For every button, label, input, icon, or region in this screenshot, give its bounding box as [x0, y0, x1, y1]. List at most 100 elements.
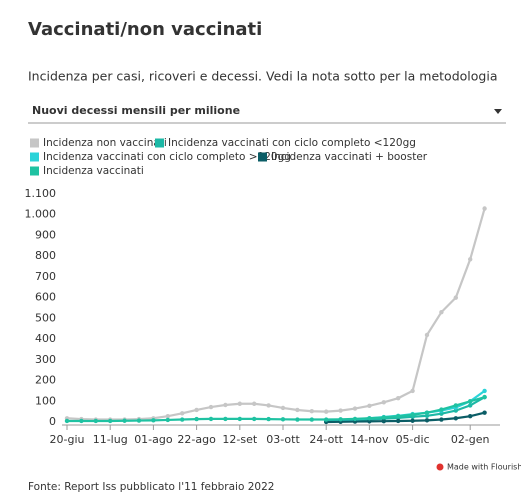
data-point [309, 417, 314, 422]
y-tick-label: 500 [35, 311, 56, 324]
data-point [453, 403, 458, 408]
data-point [396, 395, 401, 401]
legend-label: Incidenza vaccinati con ciclo completo >… [43, 151, 291, 163]
data-point [93, 418, 99, 424]
data-point [295, 417, 300, 422]
data-point [64, 418, 70, 424]
y-tick-label: 800 [35, 249, 56, 262]
y-tick-label: 400 [35, 332, 56, 345]
data-point [453, 295, 458, 300]
y-tick-label: 200 [35, 374, 56, 387]
data-point [410, 412, 415, 417]
y-tick-label: 600 [35, 291, 56, 304]
credit[interactable]: Made with Flourish [447, 463, 521, 472]
data-point [151, 418, 156, 423]
data-point [424, 332, 430, 338]
data-point [482, 410, 487, 415]
data-point [381, 400, 386, 405]
dropdown-arrow[interactable] [494, 109, 502, 114]
data-point [280, 405, 286, 411]
x-tick-label: 02-gen [451, 433, 490, 446]
data-point [266, 416, 271, 422]
data-point [381, 418, 386, 424]
x-tick-label: 22-ago [177, 433, 216, 446]
data-point [468, 403, 473, 408]
data-point [367, 419, 372, 424]
data-point [165, 413, 170, 419]
data-point [424, 410, 430, 415]
data-point [439, 411, 444, 416]
dropdown[interactable]: Nuovi decessi mensili per milione [28, 100, 506, 124]
data-point [324, 417, 329, 422]
data-point [482, 206, 487, 211]
legend-swatch [30, 166, 39, 176]
data-point [237, 401, 242, 406]
y-tick-label: 700 [35, 270, 56, 283]
data-point [381, 415, 386, 420]
x-tick-label: 12-set [222, 433, 257, 446]
y-tick-label: 900 [35, 228, 56, 241]
dropdown-box[interactable] [28, 100, 506, 123]
data-point [223, 402, 228, 408]
data-point [439, 309, 444, 315]
x-tick-label: 11-lug [93, 433, 128, 446]
y-tick-label: 300 [35, 353, 56, 366]
legend-swatch [30, 152, 39, 162]
x-tick-label: 24-ott [309, 433, 343, 446]
data-point [223, 416, 228, 422]
y-tick-label: 1.100 [25, 187, 57, 200]
data-point [165, 417, 170, 423]
data-point [295, 407, 300, 413]
data-point [439, 417, 444, 422]
data-point [482, 394, 487, 400]
data-point [424, 413, 430, 418]
x-tick-label: 14-nov [350, 433, 389, 446]
data-point [266, 403, 271, 408]
data-point [79, 418, 84, 424]
data-point [453, 408, 458, 413]
data-point [396, 418, 401, 424]
data-point [208, 404, 214, 410]
data-point [468, 257, 473, 262]
x-tick-label: 05-dic [396, 433, 430, 446]
dropdown-label[interactable]: Nuovi decessi mensili per milione [32, 104, 240, 117]
data-point [468, 399, 473, 404]
data-point [352, 406, 358, 411]
data-point [194, 416, 199, 422]
y-tick-label: 100 [35, 394, 56, 407]
x-tick-label: 01-ago [134, 433, 173, 446]
data-point [180, 417, 185, 422]
subtitle: Incidenza per casi, ricoveri e decessi. … [28, 69, 497, 84]
data-point [439, 407, 444, 412]
data-point [367, 403, 372, 409]
data-point [410, 418, 415, 423]
x-tick-label: 20-giu [50, 433, 85, 446]
y-tick-label: 0 [49, 415, 56, 428]
legend-swatch [258, 152, 267, 162]
legend-swatch [155, 138, 164, 148]
legend-label: Incidenza vaccinati + booster [271, 151, 428, 163]
legend-label: Incidenza non vaccinati [43, 137, 167, 149]
data-point [482, 388, 487, 394]
data-point [309, 409, 314, 414]
legend-swatch [30, 138, 39, 148]
data-point [367, 416, 372, 421]
data-point [396, 413, 401, 419]
legend-label: Incidenza vaccinati con ciclo completo <… [168, 137, 416, 149]
source: Fonte: Report Iss pubblicato l'11 febbra… [28, 481, 274, 493]
data-point [424, 418, 430, 423]
x-tick-label: 03-ott [266, 433, 300, 446]
legend-label: Incidenza vaccinati [43, 165, 144, 177]
series-line [66, 208, 486, 421]
data-point [280, 417, 286, 422]
data-point [324, 409, 329, 414]
data-point [352, 416, 358, 422]
data-point [237, 416, 242, 422]
y-tick-label: 1.000 [25, 208, 57, 221]
data-point [208, 416, 214, 422]
data-point [338, 408, 343, 413]
data-point [180, 411, 185, 416]
data-point [410, 388, 415, 394]
data-point [252, 401, 257, 406]
